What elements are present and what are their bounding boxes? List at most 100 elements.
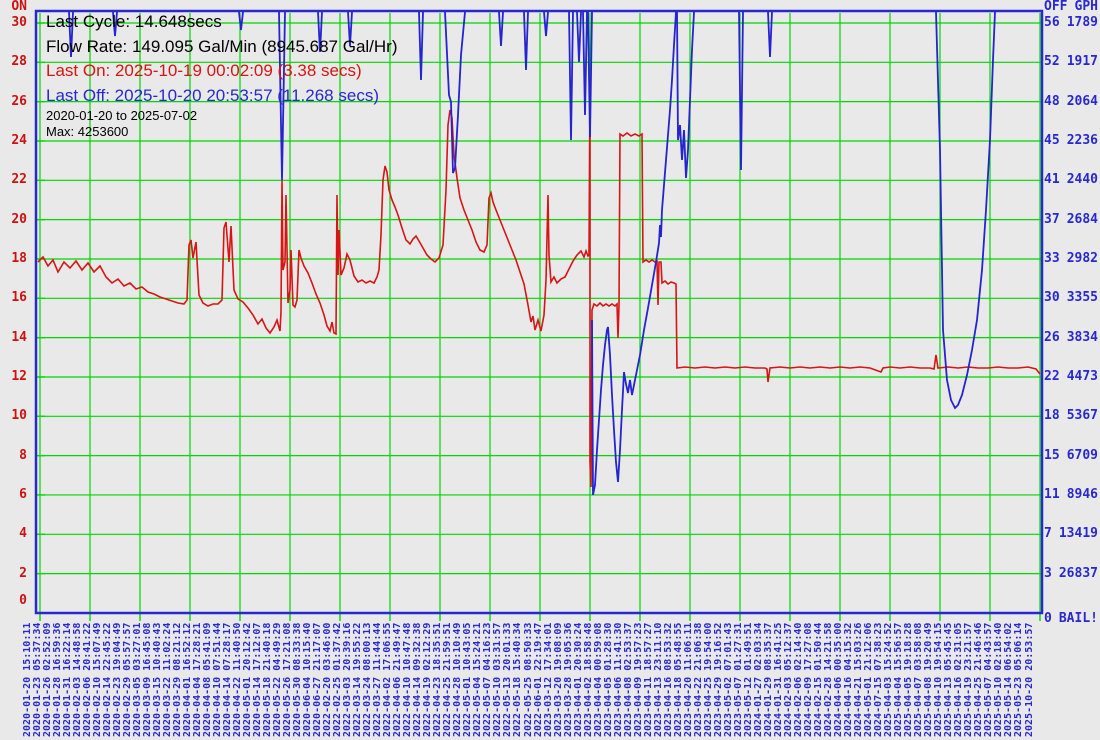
y-axis-label: 12 bbox=[11, 368, 27, 384]
off-gph-row: 52 1917 bbox=[1044, 54, 1098, 69]
last-off-text: Last Off: 2025-10-20 20:53:57 (11.268 se… bbox=[46, 85, 379, 105]
tick-marks bbox=[36, 22, 1041, 621]
off-value: 37 bbox=[1044, 211, 1060, 227]
x-axis-label: 2025-10-20 20:53:57 bbox=[1023, 622, 1035, 737]
blue-curve bbox=[576, 11, 582, 63]
x-axis-label: 2023-03-28 19:05:36 bbox=[562, 622, 574, 737]
off-gph-row: 0 BAIL! bbox=[1044, 611, 1098, 626]
x-axis-label: 2020-02-14 22:45:22 bbox=[101, 622, 113, 737]
gph-header: GPH bbox=[1074, 0, 1098, 14]
y-axis-label: 4 bbox=[19, 526, 27, 542]
off-gph-row: 22 4473 bbox=[1044, 369, 1098, 384]
off-gph-row: 7 13419 bbox=[1044, 526, 1098, 541]
y-axis-label: 8 bbox=[19, 447, 27, 463]
gph-value: 13419 bbox=[1058, 526, 1098, 542]
off-gph-row: 30 3355 bbox=[1044, 290, 1098, 305]
blue-curve bbox=[523, 11, 529, 71]
gph-value: 1917 bbox=[1066, 54, 1098, 70]
off-gph-row: 45 2236 bbox=[1044, 133, 1098, 148]
x-axis-label: 2020-02-03 14:48:58 bbox=[71, 622, 83, 737]
gph-value: 4473 bbox=[1066, 368, 1098, 384]
off-value: 11 bbox=[1044, 486, 1060, 502]
y-axis-label: 2 bbox=[19, 565, 27, 581]
blue-curve bbox=[591, 11, 677, 496]
blue-curve bbox=[498, 11, 504, 47]
x-axis-label: 2022-05-25 08:50:33 bbox=[522, 622, 534, 737]
y-axis-label: 10 bbox=[11, 408, 27, 424]
y-axis-label: 24 bbox=[11, 132, 27, 148]
x-axis-label: 2023-03-20 19:08:09 bbox=[552, 622, 564, 737]
red-on-series bbox=[37, 79, 1041, 488]
off-gph-row: 26 3834 bbox=[1044, 330, 1098, 345]
gph-value: 6709 bbox=[1066, 447, 1098, 463]
off-value: 0 bbox=[1044, 611, 1052, 626]
off-value: 15 bbox=[1044, 447, 1060, 463]
off-value: 48 bbox=[1044, 93, 1060, 109]
gph-value: 26837 bbox=[1058, 565, 1098, 581]
blue-curve bbox=[238, 11, 244, 31]
y-axis-label: 18 bbox=[11, 250, 27, 266]
off-value: 30 bbox=[1044, 290, 1060, 306]
gph-value: 8946 bbox=[1066, 486, 1098, 502]
y-axis-label: 6 bbox=[19, 486, 27, 502]
gph-value: 2982 bbox=[1066, 250, 1098, 266]
off-gph-row: 33 2982 bbox=[1044, 251, 1098, 266]
y-axis-label: 16 bbox=[11, 290, 27, 306]
x-axis-label: 2023-04-01 20:30:24 bbox=[572, 622, 584, 737]
off-gph-row: 18 5367 bbox=[1044, 408, 1098, 423]
gph-value: 2236 bbox=[1066, 132, 1098, 148]
x-axis-label: 2020-01-26 02:52:09 bbox=[41, 622, 53, 737]
x-axis-label: 2025-05-23 05:06:14 bbox=[1013, 622, 1025, 737]
x-axis-label: 2020-02-10 15:07:49 bbox=[91, 622, 103, 737]
off-gph-row: 3 26837 bbox=[1044, 566, 1098, 581]
off-gph-row: 37 2684 bbox=[1044, 212, 1098, 227]
off-value: 56 bbox=[1044, 15, 1060, 30]
x-axis-label: 2023-04-02 18:58:48 bbox=[582, 622, 594, 737]
x-axis-label: 2020-02-06 20:41:22 bbox=[81, 622, 93, 737]
blue-curve bbox=[568, 11, 574, 141]
off-gph-row: 15 6709 bbox=[1044, 448, 1098, 463]
y-axis-label: 28 bbox=[11, 54, 27, 70]
gph-value: 1789 bbox=[1066, 15, 1098, 30]
off-gph-row: 56 1789 bbox=[1044, 15, 1098, 30]
blue-curve bbox=[582, 11, 588, 116]
y-axis-label: 22 bbox=[11, 172, 27, 188]
off-gph-row: 48 2064 bbox=[1044, 94, 1098, 109]
gph-value: 2684 bbox=[1066, 211, 1098, 227]
off-value: 18 bbox=[1044, 408, 1060, 424]
off-value: 41 bbox=[1044, 172, 1060, 188]
off-header: OFF bbox=[1044, 0, 1068, 14]
off-value: 7 bbox=[1044, 526, 1052, 542]
blue-curve bbox=[676, 11, 695, 179]
off-value: 3 bbox=[1044, 565, 1052, 581]
gph-value: 5367 bbox=[1066, 408, 1098, 424]
flow-rate-text: Flow Rate: 149.095 Gal/Min (8945.687 Gal… bbox=[46, 36, 398, 56]
off-value: 45 bbox=[1044, 132, 1060, 148]
y-axis-title: ON bbox=[11, 0, 27, 14]
off-value: 33 bbox=[1044, 250, 1060, 266]
red-curve bbox=[37, 79, 1041, 488]
x-axis-label: 2023-03-12 17:34:01 bbox=[542, 622, 554, 737]
blue-curve bbox=[587, 11, 593, 138]
blue-curve bbox=[68, 11, 74, 58]
gph-value: 3834 bbox=[1066, 329, 1098, 345]
last-on-text: Last On: 2025-10-19 00:02:09 (3.38 secs) bbox=[46, 61, 362, 80]
blue-curve bbox=[418, 11, 424, 81]
gph-value: BAIL! bbox=[1058, 611, 1098, 626]
off-value: 22 bbox=[1044, 368, 1060, 384]
x-axis-label: 2020-01-23 05:37:34 bbox=[31, 622, 43, 737]
max-value-text: Max: 4253600 bbox=[46, 124, 129, 139]
blue-curve bbox=[278, 11, 286, 181]
x-axis-label: 2023-04-05 01:28:30 bbox=[602, 622, 614, 737]
right-axis-header: OFF GPH bbox=[1044, 0, 1098, 14]
last-cycle-text: Last Cycle: 14.648secs bbox=[46, 12, 222, 31]
blue-curve bbox=[738, 11, 744, 171]
off-value: 52 bbox=[1044, 54, 1060, 70]
date-range-text: 2020-01-20 to 2025-07-02 bbox=[46, 108, 198, 123]
blue-off-series bbox=[68, 11, 996, 496]
x-axis-label: 2023-04-04 00:59:08 bbox=[592, 622, 604, 737]
off-gph-row: 41 2440 bbox=[1044, 172, 1098, 187]
y-axis-label: 30 bbox=[11, 15, 27, 30]
blue-curve bbox=[347, 11, 353, 47]
